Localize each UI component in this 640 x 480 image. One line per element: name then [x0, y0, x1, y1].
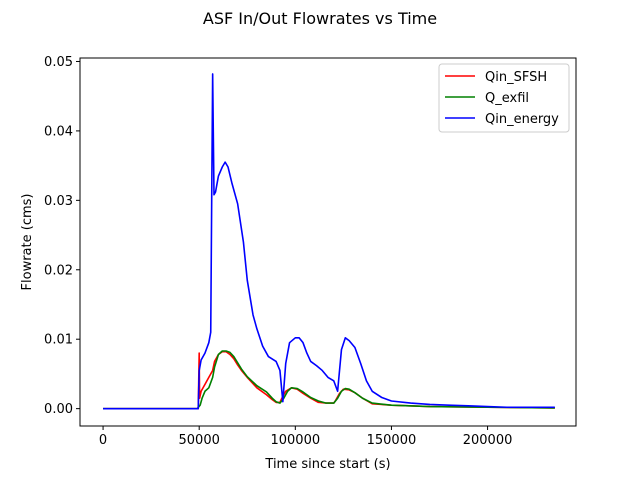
x-tick-label: 100000 [270, 433, 320, 448]
x-tick-label: 50000 [179, 433, 220, 448]
y-tick-label: 0.04 [44, 124, 73, 139]
legend-label: Qin_energy [485, 112, 559, 127]
y-axis-title: Flowrate (cms) [20, 194, 35, 291]
chart-title: ASF In/Out Flowrates vs Time [203, 9, 437, 28]
legend: Qin_SFSH Q_exfil Qin_energy [438, 63, 570, 133]
x-tick-label: 0 [99, 433, 107, 448]
legend-box [438, 63, 570, 133]
y-tick-label: 0.03 [44, 194, 73, 209]
y-tick-label: 0.02 [44, 263, 73, 278]
legend-label: Qin_SFSH [485, 70, 547, 85]
series-lines [103, 73, 555, 410]
series-line-qin-energy [103, 73, 555, 410]
y-tick-label: 0.01 [44, 333, 73, 348]
legend-label: Q_exfil [485, 91, 529, 106]
y-tick-label: 0.05 [44, 55, 73, 70]
x-tick-label: 150000 [367, 433, 417, 448]
y-axis: 0.00 0.01 0.02 0.03 0.04 0.05 [44, 55, 80, 417]
x-tick-label: 200000 [463, 433, 513, 448]
series-line-q-exfil [103, 350, 555, 410]
x-axis-title: Time since start (s) [264, 457, 390, 472]
x-axis: 0 50000 100000 150000 200000 [99, 426, 512, 448]
plot-area [79, 57, 577, 427]
series-line-qin-sfsh [103, 350, 555, 410]
y-tick-label: 0.00 [44, 402, 73, 417]
